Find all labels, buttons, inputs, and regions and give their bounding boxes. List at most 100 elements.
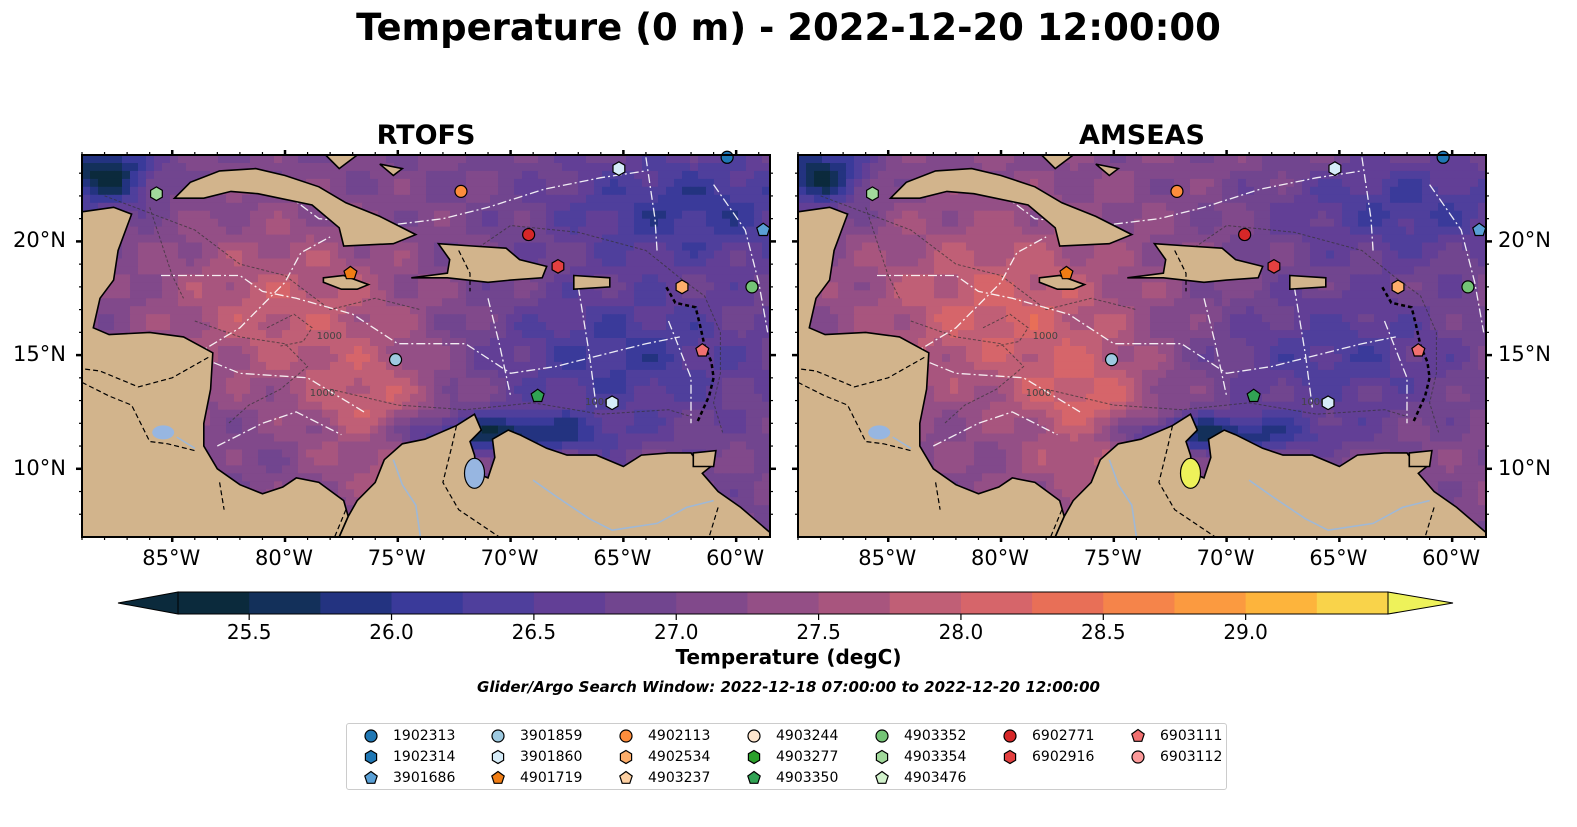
lon-tick-label: 80°W	[255, 546, 314, 570]
country-borders	[797, 250, 1435, 538]
platform-legend: 1902313 1902314 3901686 3901859 3901860 49017…	[346, 723, 1227, 790]
rivers	[892, 436, 1430, 538]
colorbar-over-arrow	[1387, 591, 1454, 615]
colorbar-segment	[1316, 592, 1389, 614]
platform-marker	[756, 222, 771, 237]
country-borders	[81, 250, 719, 538]
legend-label: 3901860	[520, 749, 583, 765]
platform-marker	[745, 280, 759, 294]
legend-label: 4903350	[776, 770, 839, 786]
platform-marker	[1059, 265, 1074, 280]
platform-marker	[695, 342, 710, 357]
lat-tick-label-right: 20°N	[1498, 228, 1551, 253]
platform-marker	[1461, 280, 1475, 294]
map-panel-amseas: 1000 1000 1000	[792, 150, 1492, 542]
contour-label: 1000	[317, 331, 342, 342]
rivers	[176, 436, 714, 538]
land-polygons	[797, 154, 1487, 538]
colorbar-tick-label: 29.0	[1223, 620, 1268, 644]
colorbar-tick-label: 25.5	[226, 620, 272, 644]
contour-label: 1000	[310, 388, 335, 399]
legend-label: 3901859	[520, 728, 583, 744]
map-frame	[797, 154, 1487, 538]
legend-label: 4903244	[776, 728, 839, 744]
platform-marker	[1328, 161, 1342, 177]
platform-marker	[1267, 258, 1281, 274]
platform-marker	[865, 186, 879, 202]
platform-marker	[605, 395, 619, 411]
contour-label: 1000	[1033, 331, 1058, 342]
colorbar-segment	[676, 592, 748, 614]
platform-markers	[149, 150, 771, 411]
axis-ticks	[792, 150, 1492, 542]
colorbar-segment	[533, 592, 606, 614]
platform-marker	[1472, 222, 1487, 237]
circle-marker-icon	[1131, 750, 1145, 764]
circle-marker-icon	[364, 729, 378, 743]
platform-marker	[454, 184, 468, 198]
platform-marker	[1321, 395, 1335, 411]
hexagon-marker-icon	[747, 749, 761, 765]
platform-marker	[1104, 353, 1119, 367]
platform-marker	[612, 161, 626, 177]
legend-label: 1902313	[393, 728, 456, 744]
legend-label: 4903277	[776, 749, 839, 765]
lat-tick-label-right: 10°N	[1498, 455, 1551, 480]
platform-marker	[1391, 279, 1405, 295]
legend-label: 4902534	[648, 749, 711, 765]
colorbar-tick-label: 27.0	[653, 620, 699, 644]
colorbar-segment	[391, 592, 464, 614]
colorbar-segment	[178, 592, 250, 614]
platform-marker	[149, 186, 163, 202]
lat-tick-label-left: 15°N	[13, 342, 66, 367]
colorbar	[117, 591, 1454, 620]
axis-ticks	[76, 150, 776, 542]
lon-tick-label: 60°W	[1422, 546, 1481, 570]
hexagon-marker-icon	[619, 749, 633, 765]
colorbar-segment	[1245, 592, 1318, 614]
lon-tick-label: 85°W	[142, 546, 201, 570]
legend-label: 4903476	[904, 770, 967, 786]
circle-marker-icon	[747, 729, 761, 743]
lake-nicaragua	[868, 425, 891, 440]
platform-marker	[1238, 227, 1252, 242]
legend-label: 4903354	[904, 749, 967, 765]
hexagon-marker-icon	[491, 749, 505, 765]
bathymetry-contours	[820, 195, 1440, 433]
lon-tick-label: 70°W	[480, 546, 539, 570]
pentagon-marker-icon	[875, 770, 889, 784]
platform-marker	[1170, 184, 1184, 198]
pentagon-marker-icon	[1131, 728, 1145, 742]
contour-label: 1000	[1026, 388, 1051, 399]
legend-label: 6903111	[1160, 728, 1223, 744]
platform-marker	[530, 388, 545, 403]
search-window-text: Glider/Argo Search Window: 2022-12-18 07…	[477, 678, 1100, 696]
hexagon-marker-icon	[1003, 749, 1017, 765]
platform-marker	[1246, 388, 1261, 403]
lon-tick-label: 65°W	[1309, 546, 1368, 570]
lon-tick-label: 70°W	[1196, 546, 1255, 570]
circle-marker-icon	[491, 729, 505, 743]
legend-label: 4902113	[648, 728, 711, 744]
legend-label: 3901686	[393, 770, 456, 786]
hexagon-marker-icon	[875, 749, 889, 765]
lat-tick-label-left: 20°N	[13, 228, 66, 253]
lake-maracaibo	[463, 457, 486, 489]
legend-label: 4903237	[648, 770, 711, 786]
lon-tick-label: 85°W	[858, 546, 917, 570]
legend-label: 6902916	[1032, 749, 1095, 765]
colorbar-tick-label: 26.5	[511, 620, 557, 644]
lake-maracaibo	[1179, 457, 1202, 489]
map-frame	[81, 154, 771, 538]
circle-marker-icon	[875, 729, 889, 743]
lon-tick-label: 65°W	[593, 546, 652, 570]
legend-label: 4901719	[520, 770, 583, 786]
colorbar-tick-label: 28.5	[1081, 620, 1126, 644]
lat-tick-label-left: 10°N	[13, 455, 66, 480]
panel-title-rtofs: RTOFS	[376, 120, 476, 151]
colorbar-segment	[249, 592, 321, 614]
pentagon-marker-icon	[747, 770, 761, 784]
colorbar-segment	[960, 592, 1033, 614]
panel-title-amseas: AMSEAS	[1079, 120, 1205, 151]
lake-nicaragua	[152, 425, 175, 440]
